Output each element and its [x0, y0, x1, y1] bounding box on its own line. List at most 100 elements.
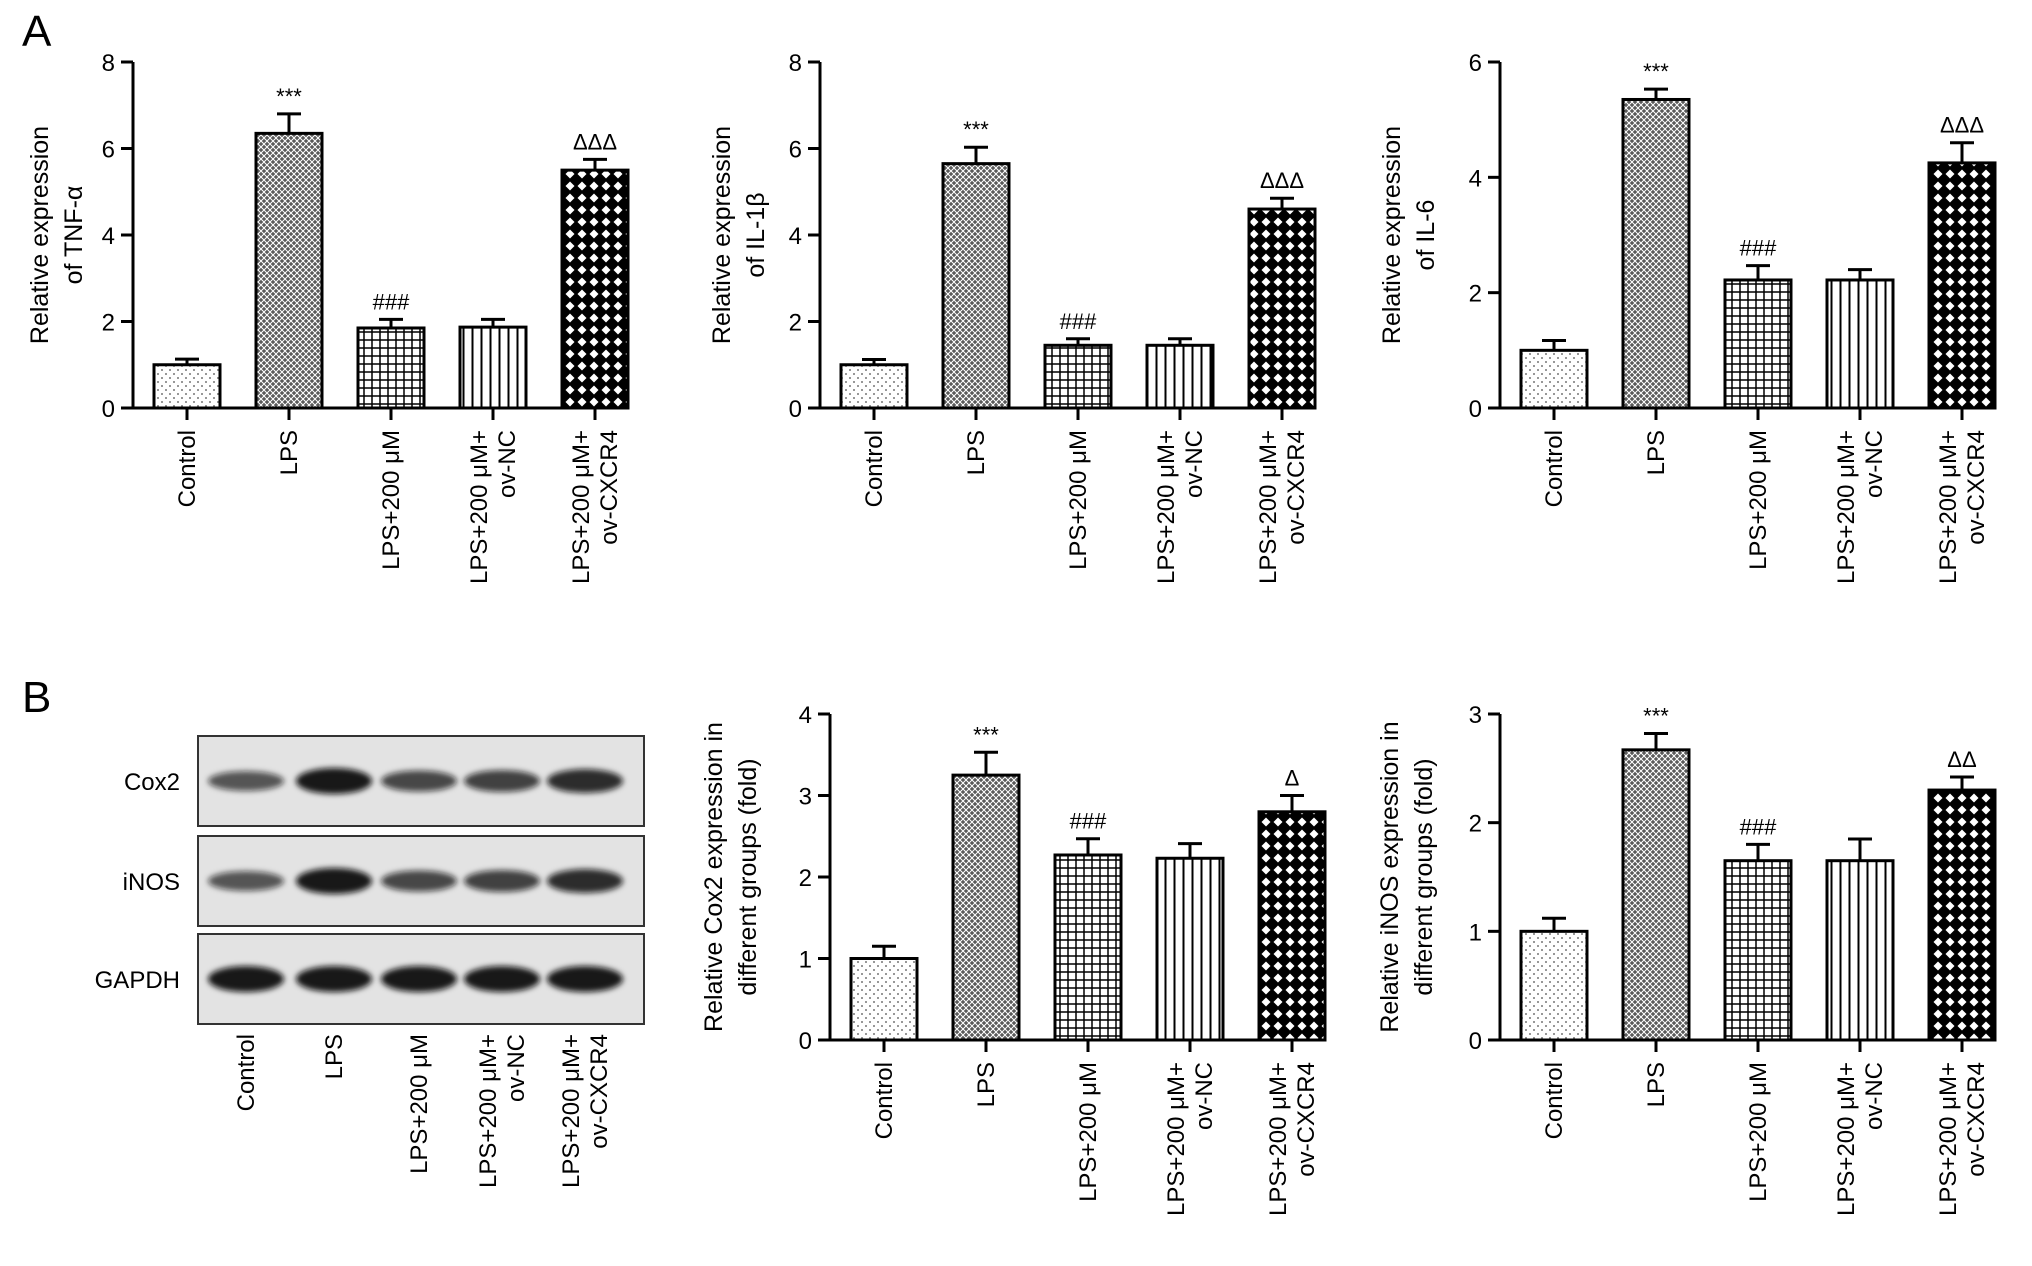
- blot-row-label: iNOS: [123, 869, 180, 896]
- y-tick-label: 1: [1469, 919, 1482, 946]
- x-tick-label-line: Control: [1541, 430, 1568, 507]
- x-tick-label-line: LPS: [276, 430, 303, 475]
- x-tick-label: LPS+200 μM+ov-NC: [1833, 430, 1888, 584]
- blot-band: [296, 768, 372, 794]
- x-tick-label-line: LPS+200 μM: [378, 430, 405, 570]
- x-tick-label-line: LPS+200 μM: [1075, 1062, 1102, 1202]
- y-axis-title: Relative expression of TNF-α: [26, 126, 88, 344]
- x-tick-label: LPS+200 μM+ov-NC: [1153, 430, 1208, 584]
- bar: [1621, 748, 1691, 1042]
- bar: [1621, 97, 1691, 410]
- x-tick-label-line: Control: [871, 1062, 898, 1139]
- blot-row-label: GAPDH: [95, 967, 180, 994]
- y-axis-title: Relative expression of IL-6: [1378, 126, 1440, 344]
- bar-chart-3: 0 2 4 6 Relative expression of IL-6 Control ***…: [1378, 50, 1997, 584]
- bar: [254, 131, 324, 410]
- y-tick-label: 2: [1469, 281, 1482, 308]
- x-tick-label: LPS: [963, 430, 990, 475]
- y-tick-label: 2: [789, 310, 802, 337]
- x-tick-label-line: ov-NC: [1191, 1062, 1218, 1130]
- blot-lane-label: LPS+200 μM+ov-CXCR4: [558, 1034, 613, 1188]
- blot-lane-label-line: Control: [233, 1034, 260, 1111]
- x-tick-label-line: LPS+200 μM+: [1255, 430, 1282, 584]
- x-tick-label: LPS+200 μM+ov-NC: [466, 430, 521, 584]
- significance-label: ###: [373, 289, 410, 314]
- bar: [560, 168, 630, 410]
- y-tick-label: 0: [789, 396, 802, 423]
- bar: [1927, 788, 1997, 1042]
- x-tick-label: LPS: [1643, 430, 1670, 475]
- x-tick-label-line: LPS+200 μM: [1065, 430, 1092, 570]
- x-tick-label-line: LPS: [1643, 1062, 1670, 1107]
- y-axis-title-line: Relative iNOS expression in: [1376, 721, 1404, 1032]
- y-axis-title-line: Relative expression: [708, 126, 736, 344]
- x-tick-label: LPS+200 μM+ov-CXCR4: [1265, 1062, 1320, 1216]
- bar-chart-2: 0 2 4 6 8 Relative expression of IL-1β Control *…: [708, 50, 1317, 584]
- x-tick-label-line: ov-CXCR4: [1283, 430, 1310, 545]
- blot-band: [464, 966, 540, 992]
- blot-lane-label-line: LPS+200 μM+: [558, 1034, 585, 1188]
- x-tick-label-line: LPS+200 μM+: [1935, 1062, 1962, 1216]
- y-axis-title-line: Relative Cox2 expression in: [700, 722, 728, 1032]
- y-axis-title-line: of IL-1β: [742, 192, 770, 277]
- x-tick-label-line: LPS: [963, 430, 990, 475]
- y-tick-label: 4: [799, 702, 812, 729]
- significance-label: Δ: [1285, 766, 1300, 791]
- y-tick-label: 4: [102, 223, 115, 250]
- x-tick-label-line: Control: [861, 430, 888, 507]
- bar: [458, 325, 528, 410]
- bar: [849, 957, 919, 1042]
- x-tick-label: LPS: [1643, 1062, 1670, 1107]
- bar: [1519, 929, 1589, 1042]
- significance-label: ###: [1070, 809, 1107, 834]
- blot-band: [547, 769, 623, 793]
- y-tick-label: 4: [1469, 165, 1482, 192]
- x-tick-label-line: ov-CXCR4: [1293, 1062, 1320, 1177]
- x-tick-label-line: ov-CXCR4: [1963, 1062, 1990, 1177]
- x-tick-label: LPS+200 μM+ov-CXCR4: [1935, 430, 1990, 584]
- y-tick-label: 6: [102, 137, 115, 164]
- y-axis-title-line: Relative expression: [1378, 126, 1406, 344]
- y-tick-label: 0: [1469, 1028, 1482, 1055]
- y-tick-label: 0: [102, 396, 115, 423]
- significance-label: ***: [1643, 704, 1669, 729]
- bar: [152, 363, 222, 410]
- significance-label: ***: [276, 84, 302, 109]
- bar: [1247, 207, 1317, 410]
- bar: [1145, 343, 1215, 410]
- y-axis-title: Relative expression of IL-1β: [708, 126, 770, 344]
- significance-label: ***: [1643, 59, 1669, 84]
- y-tick-label: 2: [799, 865, 812, 892]
- x-tick-label-line: LPS+200 μM+: [1265, 1062, 1292, 1216]
- x-tick-label: Control: [1541, 430, 1568, 507]
- x-tick-label: Control: [174, 430, 201, 507]
- bar: [1043, 343, 1113, 410]
- x-tick-label: Control: [1541, 1062, 1568, 1139]
- x-tick-label: LPS+200 μM: [1745, 1062, 1772, 1202]
- y-tick-label: 6: [1469, 50, 1482, 77]
- x-tick-label-line: ov-NC: [1861, 1062, 1888, 1130]
- x-tick-label-line: LPS+200 μM+: [1833, 1062, 1860, 1216]
- bar-chart-1: 0 2 4 6 8 Relative expression of TNF-α Control *…: [26, 50, 630, 584]
- bar: [1825, 859, 1895, 1042]
- blot-lane-label-line: ov-NC: [503, 1034, 530, 1102]
- x-tick-label-line: ov-CXCR4: [1963, 430, 1990, 545]
- x-tick-label-line: Control: [174, 430, 201, 507]
- y-axis-title-line: different groups (fold): [734, 758, 762, 995]
- blot-band: [381, 966, 457, 992]
- blot-band: [464, 770, 540, 792]
- y-axis-title: Relative Cox2 expression in different gro…: [700, 722, 762, 1032]
- blot-lane-label-line: LPS: [321, 1034, 348, 1079]
- bar: [1053, 853, 1123, 1042]
- y-tick-label: 6: [789, 137, 802, 164]
- western-blot: Cox2 iNOS GAPDH Control LPS LPS+200 μM LPS+200…: [95, 735, 645, 1188]
- bar: [1825, 278, 1895, 410]
- significance-label: ΔΔΔ: [573, 129, 617, 154]
- x-tick-label-line: LPS+200 μM+: [1935, 430, 1962, 584]
- y-tick-label: 2: [102, 310, 115, 337]
- blot-band: [547, 966, 623, 992]
- blot-lane-label-line: LPS+200 μM+: [475, 1034, 502, 1188]
- y-tick-label: 1: [799, 947, 812, 974]
- x-tick-label-line: ov-NC: [1861, 430, 1888, 498]
